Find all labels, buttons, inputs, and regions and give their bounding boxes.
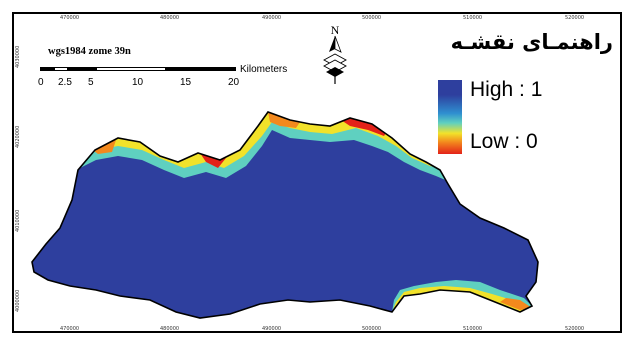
- scale-tick-label: 10: [132, 77, 144, 88]
- scale-tick-label: 15: [180, 77, 192, 88]
- north-arrow-head-half: [334, 35, 342, 53]
- scale-tick-label: 5: [88, 77, 94, 88]
- legend-color-ramp: [438, 80, 462, 154]
- scale-bar: [40, 67, 236, 73]
- legend-low-label: Low : 0: [470, 130, 538, 153]
- x-tick-bottom: 510000: [463, 326, 483, 332]
- scale-bar-segment: [40, 67, 54, 71]
- crs-label: wgs1984 zome 39n: [48, 46, 131, 57]
- scale-tick-label: 20: [228, 77, 240, 88]
- x-tick-bottom: 520000: [565, 326, 585, 332]
- compass-diamond: [326, 67, 344, 77]
- raster-band-orange: [268, 112, 300, 128]
- raster-band-orange: [90, 140, 116, 154]
- scale-unit-label: Kilometers: [240, 64, 288, 75]
- legend-title: راهنمـای نقشـه: [450, 30, 613, 54]
- scale-bar-segment: [54, 67, 68, 71]
- x-tick-top: 520000: [565, 15, 585, 21]
- scale-bar-segment: [68, 67, 96, 71]
- x-tick-top: 490000: [262, 15, 282, 21]
- scale-bar-segment: [96, 67, 166, 71]
- scale-tick-label: 2.5: [58, 77, 72, 88]
- x-tick-top: 480000: [160, 15, 180, 21]
- north-arrow-icon: N: [323, 23, 347, 84]
- scale-tick-label: 0: [38, 77, 44, 88]
- scale-bar-segment: [166, 67, 236, 71]
- north-label: N: [331, 23, 340, 37]
- x-tick-bottom: 490000: [262, 326, 282, 332]
- x-tick-top: 500000: [362, 15, 382, 21]
- x-tick-top: 510000: [463, 15, 483, 21]
- legend-high-label: High : 1: [470, 78, 543, 101]
- raster-band-red: [338, 116, 388, 136]
- raster-band-orange: [500, 298, 532, 310]
- x-tick-bottom: 480000: [160, 326, 180, 332]
- x-tick-top: 470000: [60, 15, 80, 21]
- x-tick-bottom: 500000: [362, 326, 382, 332]
- x-tick-bottom: 470000: [60, 326, 80, 332]
